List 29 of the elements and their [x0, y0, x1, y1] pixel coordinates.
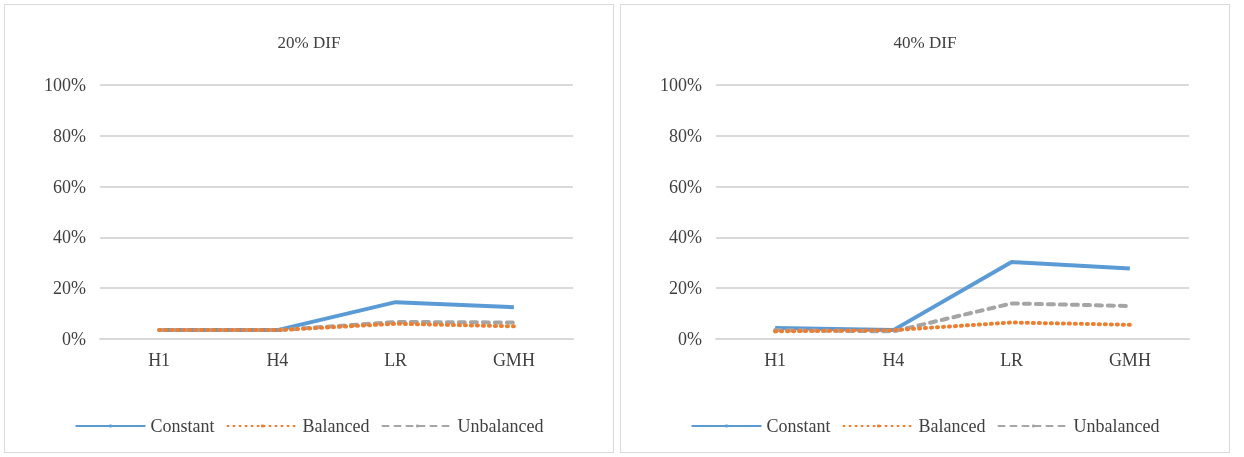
- legend-label: Balanced: [302, 416, 370, 436]
- x-tick-label: LR: [384, 350, 408, 370]
- x-tick-label: H4: [882, 350, 905, 370]
- y-tick-label: 0%: [62, 329, 86, 349]
- line-series: [773, 320, 1132, 334]
- legend-label: Constant: [150, 416, 215, 436]
- chart-title: 20% DIF: [277, 33, 341, 52]
- y-tick-label: 80%: [53, 125, 86, 146]
- y-tick-label: 40%: [53, 227, 86, 248]
- y-tick-label: 100%: [44, 75, 86, 95]
- y-tick-label: 20%: [53, 278, 86, 299]
- legend-label: Unbalanced: [457, 416, 544, 436]
- legend-label: Constant: [766, 416, 831, 436]
- y-tick-label: 40%: [669, 227, 702, 248]
- x-tick-label: H4: [266, 350, 289, 370]
- x-tick-label: LR: [1000, 350, 1024, 370]
- y-tick-label: 0%: [678, 329, 702, 349]
- x-tick-label: H1: [764, 350, 787, 370]
- y-tick-label: 60%: [669, 176, 702, 197]
- y-tick-label: 60%: [53, 176, 86, 197]
- y-tick-label: 80%: [669, 125, 702, 146]
- x-tick-label: GMH: [1108, 350, 1151, 370]
- y-tick-label: 100%: [660, 75, 702, 95]
- x-tick-label: H1: [148, 350, 171, 370]
- x-tick-label: GMH: [492, 350, 535, 370]
- y-tick-label: 20%: [669, 278, 702, 299]
- chart-title: 40% DIF: [893, 33, 957, 52]
- legend-label: Balanced: [918, 416, 986, 436]
- legend-label: Unbalanced: [1073, 416, 1160, 436]
